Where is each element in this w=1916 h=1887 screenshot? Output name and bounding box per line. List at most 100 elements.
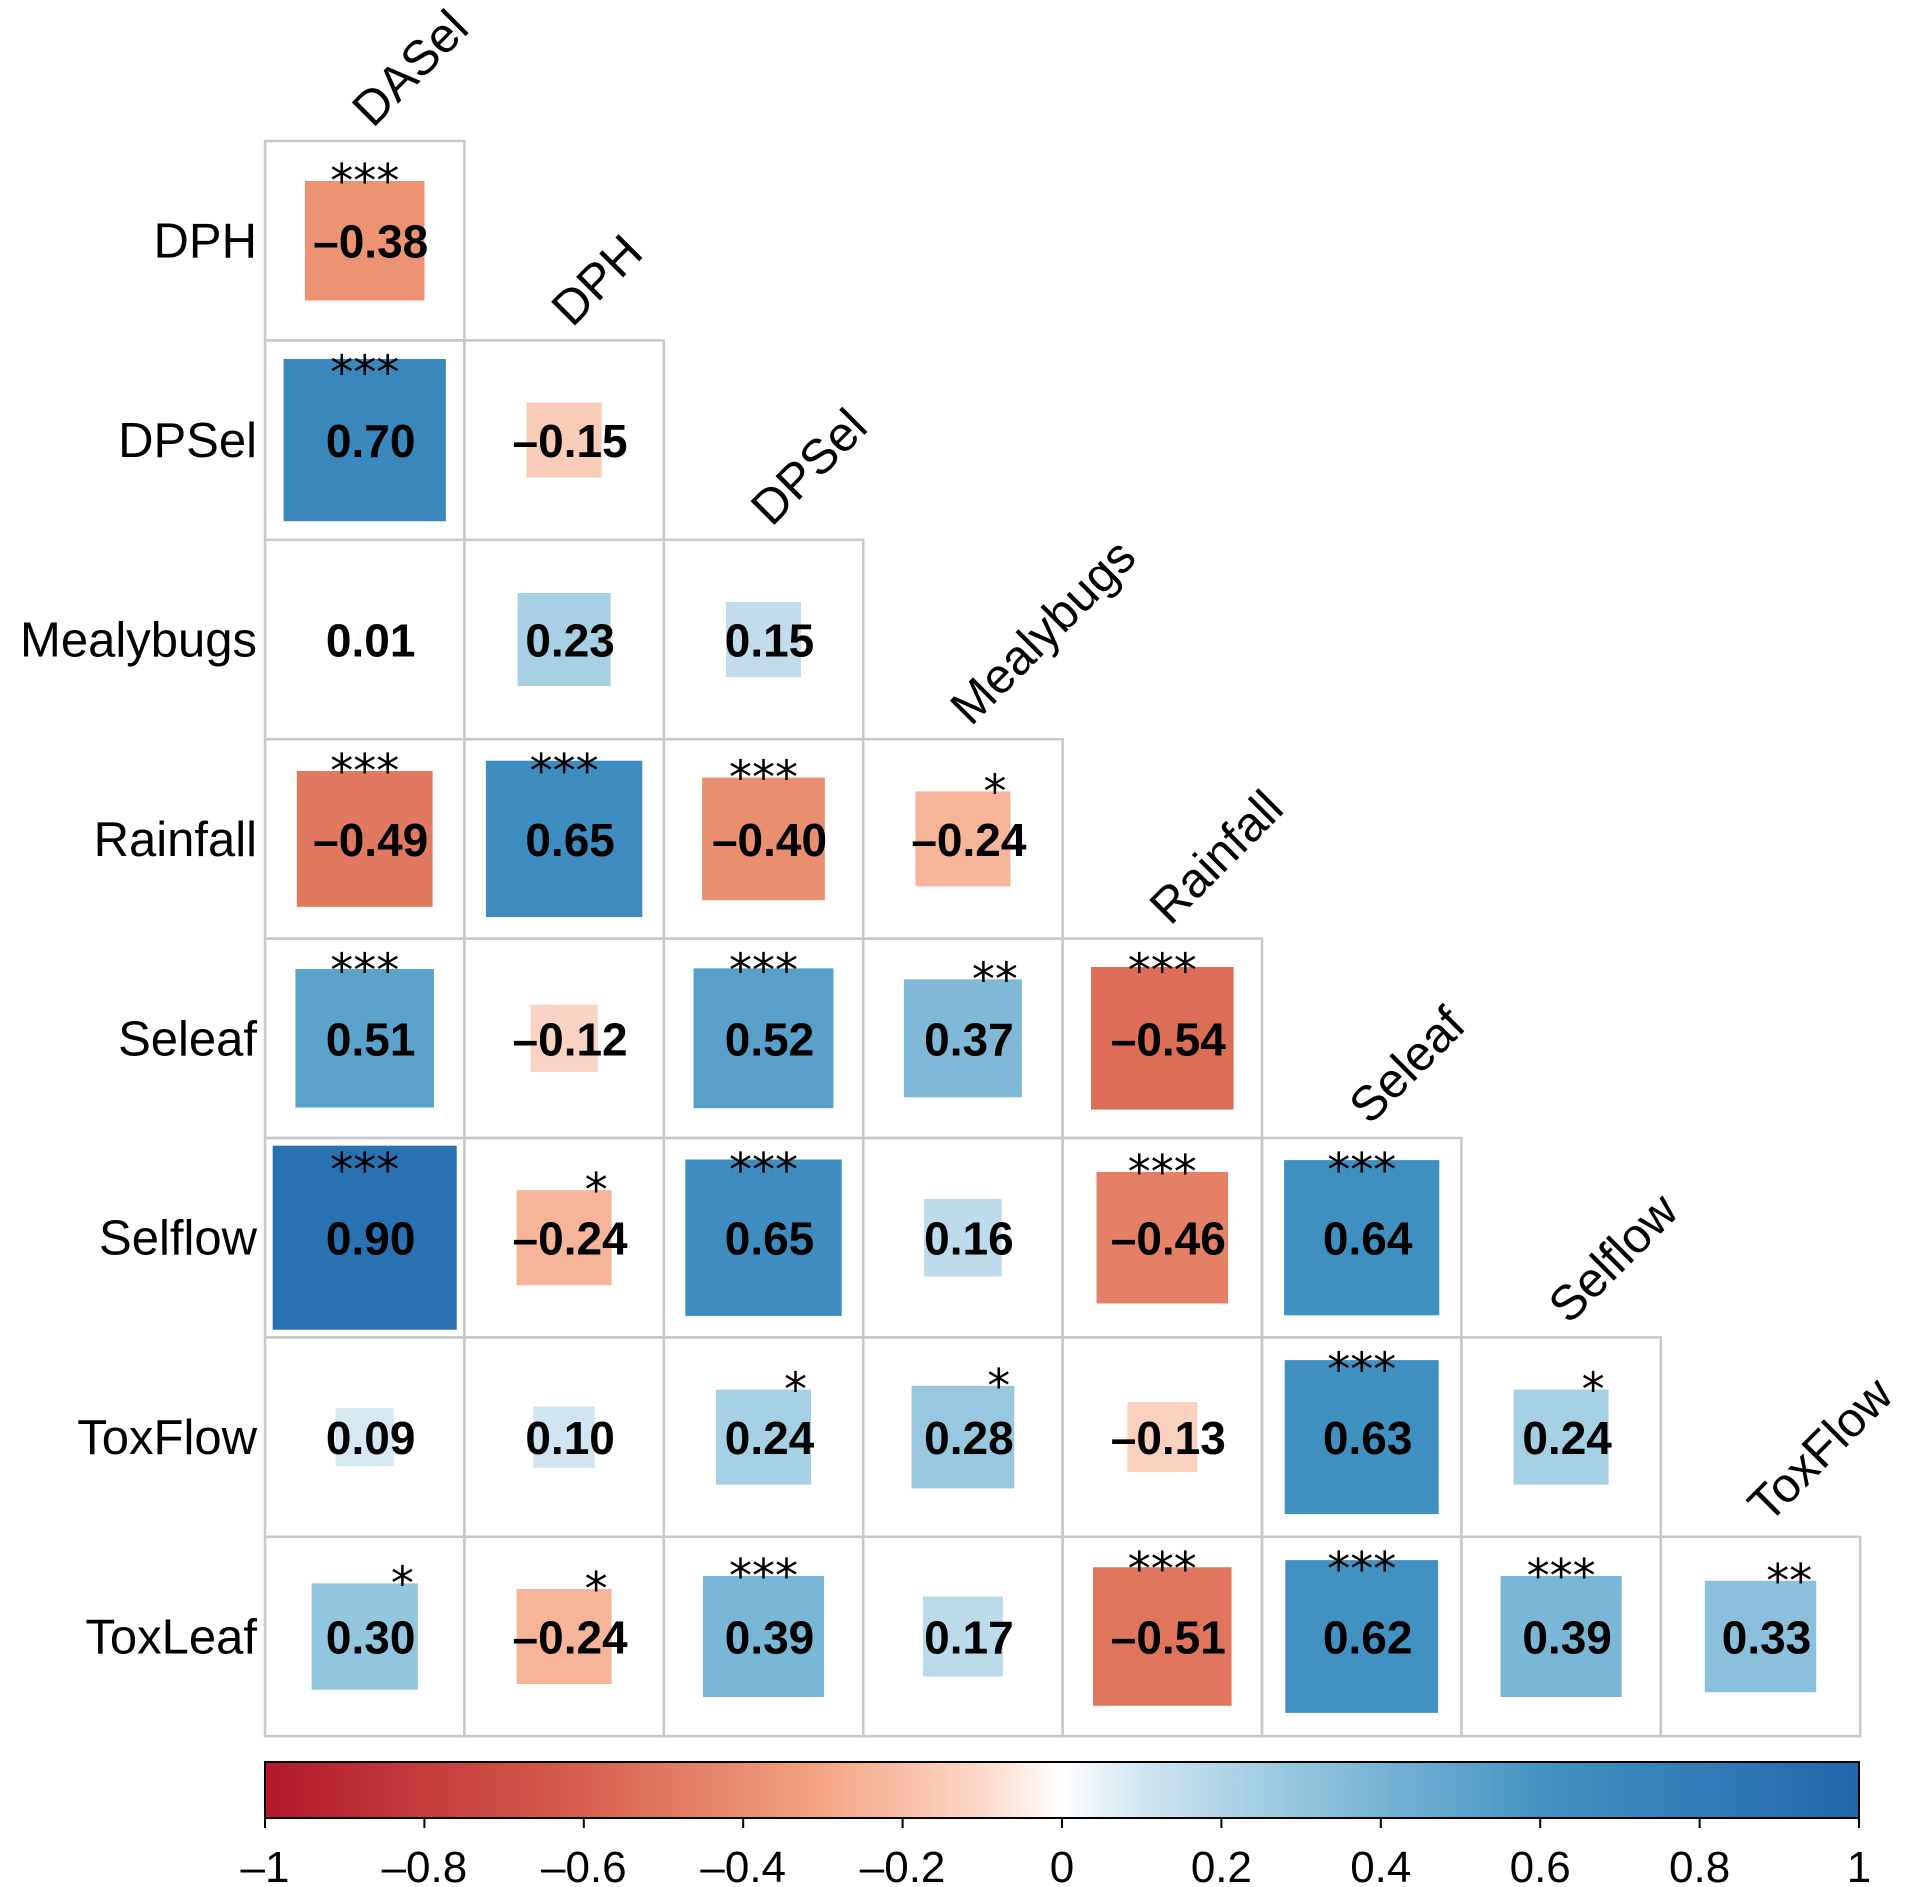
cell-value-mealybugs-dasel: 0.01 [326, 615, 416, 667]
cell-value-selflow-mealybugs: 0.16 [924, 1213, 1014, 1265]
cell-value-dph-dasel: –0.38 [313, 216, 428, 268]
cell-significance-seleaf-rainfall: *** [1128, 944, 1197, 998]
cell-value-toxleaf-dpsel: 0.39 [725, 1612, 815, 1664]
column-label-rainfall: Rainfall [1140, 781, 1294, 935]
cell-value-toxleaf-seleaf: 0.62 [1323, 1612, 1413, 1664]
cell-square-selflow-dpsel [685, 1159, 842, 1316]
cell-square-rainfall-dasel [296, 771, 433, 907]
colorbar-tick-label-6: 0.2 [1191, 1843, 1252, 1887]
cell-square-toxleaf-dpsel [702, 1575, 825, 1698]
cell-significance-toxflow-mealybugs: * [987, 1359, 1010, 1413]
cell-square-seleaf-mealybugs [903, 979, 1022, 1098]
cell-square-rainfall-dpsel [702, 777, 825, 901]
cell-square-toxflow-selflow [1513, 1389, 1609, 1485]
row-label-selflow: Selflow [99, 1212, 258, 1266]
cell-square-rainfall-mealybugs [915, 791, 1011, 887]
cell-square-toxflow-dph [533, 1406, 595, 1468]
cell-value-toxflow-mealybugs: 0.28 [924, 1412, 1014, 1464]
cell-significance-seleaf-dpsel: *** [729, 944, 798, 998]
cell-square-toxflow-rainfall [1127, 1402, 1198, 1473]
cell-value-toxleaf-rainfall: –0.51 [1111, 1612, 1226, 1664]
cell-significance-rainfall-mealybugs: * [983, 764, 1006, 818]
cell-significance-toxleaf-seleaf: *** [1327, 1542, 1396, 1596]
cell-significance-rainfall-dpsel: *** [729, 751, 798, 805]
cell-square-seleaf-dph [530, 1004, 598, 1072]
cell-square-selflow-mealybugs [924, 1198, 1002, 1277]
cell-significance-toxleaf-dpsel: *** [729, 1549, 798, 1603]
cell-value-toxflow-dasel: 0.09 [326, 1412, 416, 1464]
column-label-dph: DPH [542, 225, 653, 336]
cell-significance-dph-dasel: *** [330, 154, 399, 208]
row-label-dph: DPH [154, 215, 257, 269]
colorbar-tick-label-1: –0.8 [382, 1843, 468, 1887]
column-label-dpsel: DPSel [741, 399, 877, 535]
cell-value-toxflow-rainfall: –0.13 [1111, 1412, 1226, 1464]
cell-square-toxleaf-rainfall [1093, 1567, 1232, 1706]
cell-square-seleaf-dpsel [693, 968, 834, 1109]
grid-layer [263, 139, 1862, 1738]
column-label-toxflow: ToxFlow [1738, 1367, 1904, 1533]
cell-square-selflow-rainfall [1096, 1171, 1229, 1304]
cell-value-rainfall-mealybugs: –0.24 [911, 814, 1027, 866]
cell-square-toxflow-dasel [335, 1408, 394, 1467]
cell-significance-selflow-dasel: *** [330, 1143, 399, 1197]
cell-value-dpsel-dasel: 0.70 [326, 415, 416, 467]
column-label-dasel: DASel [342, 0, 478, 136]
colorbar-tick-label-9: 0.8 [1669, 1843, 1730, 1887]
colorbar: –1 –0.8 –0.6 –0.4 –0.2 0 0.2 0.4 0.6 0.8 1 [241, 1761, 1871, 1887]
colorbar-tick-label-8: 0.6 [1510, 1843, 1571, 1887]
cell-square-toxleaf-selflow [1500, 1575, 1622, 1698]
row-label-rainfall: Rainfall [94, 813, 257, 867]
cell-significance-selflow-dph: * [585, 1163, 608, 1217]
column-label-selflow: Selflow [1539, 1183, 1689, 1333]
colorbar-ticks: –1 –0.8 –0.6 –0.4 –0.2 0 0.2 0.4 0.6 0.8 1 [241, 1818, 1871, 1887]
cell-value-selflow-dph: –0.24 [513, 1213, 629, 1265]
row-label-mealybugs: Mealybugs [20, 614, 257, 668]
mark-layer: –0.38***0.70***–0.150.01 0.23 0.15–0.49***… [272, 154, 1817, 1713]
cell-value-seleaf-dasel: 0.51 [326, 1013, 416, 1065]
cell-value-selflow-dasel: 0.90 [326, 1213, 416, 1265]
cell-square-toxflow-mealybugs [911, 1385, 1015, 1489]
row-label-toxflow: ToxFlow [77, 1411, 257, 1465]
cell-significance-toxleaf-toxflow: ** [1766, 1554, 1812, 1608]
cell-value-seleaf-rainfall: –0.54 [1111, 1013, 1227, 1065]
cell-significance-seleaf-mealybugs: ** [972, 952, 1018, 1006]
colorbar-tick-label-2: –0.6 [541, 1843, 627, 1887]
cell-significance-rainfall-dph: *** [530, 744, 599, 798]
cell-value-toxflow-dph: 0.10 [525, 1412, 615, 1464]
cell-square-toxleaf-dph [516, 1588, 612, 1685]
cell-significance-toxflow-dpsel: * [784, 1363, 807, 1417]
cell-significance-toxflow-selflow: * [1582, 1363, 1605, 1417]
cell-square-selflow-seleaf [1284, 1160, 1440, 1316]
cell-square-seleaf-dasel [295, 969, 434, 1108]
cell-significance-selflow-seleaf: *** [1327, 1143, 1396, 1197]
cell-significance-selflow-rainfall: *** [1128, 1145, 1197, 1199]
row-label-seleaf: Seleaf [118, 1012, 257, 1066]
cell-significance-toxleaf-rainfall: *** [1128, 1542, 1197, 1596]
cell-square-mealybugs-dpsel [725, 601, 802, 678]
colorbar-tick-label-0: –1 [241, 1843, 290, 1887]
row-label-toxleaf: ToxLeaf [85, 1611, 257, 1665]
colorbar-tick-label-4: –0.2 [860, 1843, 946, 1887]
cell-significance-toxflow-seleaf: *** [1327, 1342, 1396, 1396]
colorbar-tick-label-7: 0.4 [1350, 1843, 1411, 1887]
colorbar-tick-label-5: 0 [1050, 1843, 1074, 1887]
cell-square-toxleaf-toxflow [1704, 1580, 1817, 1693]
cell-significance-selflow-dpsel: *** [729, 1143, 798, 1197]
cell-value-toxleaf-selflow: 0.39 [1522, 1612, 1612, 1664]
cell-square-seleaf-rainfall [1091, 967, 1234, 1110]
colorbar-tick-label-3: –0.4 [700, 1843, 786, 1887]
cell-value-selflow-dpsel: 0.65 [725, 1213, 815, 1265]
row-label-dpsel: DPSel [118, 414, 257, 468]
cell-square-mealybugs-dasel [355, 629, 375, 650]
column-label-mealybugs: Mealybugs [940, 529, 1146, 735]
cell-value-toxflow-seleaf: 0.63 [1323, 1412, 1413, 1464]
cell-value-selflow-seleaf: 0.64 [1323, 1213, 1413, 1265]
cell-value-toxleaf-toxflow: 0.33 [1722, 1612, 1812, 1664]
cell-value-toxflow-dpsel: 0.24 [725, 1412, 815, 1464]
cell-square-toxleaf-seleaf [1285, 1560, 1439, 1713]
cell-square-rainfall-dph [485, 760, 643, 918]
column-label-seleaf: Seleaf [1339, 997, 1476, 1134]
cell-square-dph-dasel [304, 180, 425, 301]
